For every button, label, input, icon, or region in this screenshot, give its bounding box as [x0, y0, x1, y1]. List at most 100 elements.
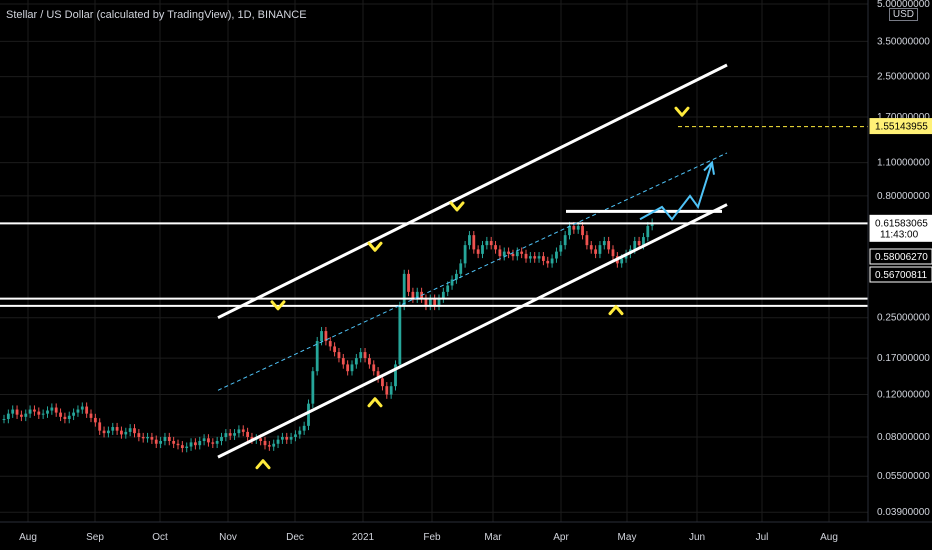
candle-body — [441, 291, 445, 299]
candle-body — [146, 437, 149, 439]
candle-body — [72, 412, 75, 416]
candle-body — [346, 364, 350, 372]
y-tick-label: 0.03900000 — [877, 507, 930, 518]
candle-body — [80, 406, 84, 410]
x-tick-label: Feb — [423, 532, 441, 543]
candle-body — [476, 249, 480, 254]
price-badge-label: 0.58006270 — [875, 252, 928, 263]
candle-body — [515, 251, 519, 257]
candle-body — [67, 415, 71, 420]
candle-body — [2, 419, 6, 421]
x-tick-label: Jun — [689, 532, 705, 543]
candle-body — [24, 413, 28, 417]
chart-grid — [0, 0, 868, 522]
x-tick-label: Apr — [553, 532, 569, 543]
candle-body — [150, 437, 154, 440]
candle-body — [215, 441, 219, 444]
candle-body — [185, 446, 189, 449]
candle-body — [289, 437, 293, 440]
candle-body — [285, 437, 289, 440]
candle-body — [528, 256, 532, 259]
candle-body — [224, 433, 228, 437]
candle-body — [389, 386, 393, 395]
candle-body — [320, 331, 323, 342]
candle-body — [15, 409, 19, 415]
candle-body — [468, 235, 471, 246]
candle-body — [176, 443, 180, 446]
y-axis[interactable]: 5.00000000 3.50000000 2.50000000 1.70000000… — [867, 0, 930, 522]
candle-body — [533, 256, 537, 259]
chevron-down-icon — [270, 300, 286, 311]
candle-body — [650, 222, 654, 227]
candle-body — [546, 260, 550, 264]
price-badge-label: 0.61583065 — [875, 218, 928, 229]
candle-body — [433, 298, 437, 306]
candle-body — [85, 406, 89, 414]
candle-body — [120, 430, 123, 435]
candle-body — [307, 403, 310, 426]
candle-body — [511, 253, 515, 257]
candle-body — [485, 241, 489, 246]
candle-body — [494, 245, 497, 250]
candle-body — [172, 441, 176, 444]
candle-body — [502, 251, 506, 257]
candle-body — [6, 413, 10, 420]
candle-body — [581, 226, 584, 236]
candle-body — [576, 226, 580, 230]
y-tick-label: 3.50000000 — [877, 36, 930, 47]
currency-label[interactable]: USD — [888, 8, 918, 21]
candle-body — [189, 442, 193, 447]
candle-body — [507, 251, 510, 254]
channel-upper-line — [217, 63, 728, 320]
y-tick-label: 0.25000000 — [877, 313, 930, 324]
candle-body — [294, 434, 297, 437]
candle-body — [259, 438, 263, 442]
x-axis[interactable]: Aug Sep Oct Nov Dec 2021 Feb Mar Apr May Jun Jul Aug — [0, 521, 932, 543]
candle-body — [589, 245, 593, 250]
candle-body — [633, 241, 637, 250]
candle-body — [41, 413, 45, 415]
candle-body — [607, 241, 611, 250]
candle-body — [207, 438, 210, 443]
price-badge — [869, 248, 932, 265]
y-tick-label: 0.80000000 — [877, 191, 930, 202]
candle-body — [237, 429, 241, 434]
candle-body — [537, 256, 541, 259]
channel-midline — [217, 152, 728, 391]
candle-body — [337, 352, 341, 359]
chevron-up-icon — [367, 397, 383, 408]
candle-body — [542, 256, 545, 261]
candle-body — [137, 433, 141, 437]
x-tick-label: Mar — [484, 532, 502, 543]
candle-body — [167, 437, 171, 442]
candle-body — [620, 258, 624, 264]
candle-body — [124, 431, 128, 435]
candle-body — [267, 445, 271, 447]
candle-body — [402, 273, 406, 306]
chevron-down-icon — [367, 241, 383, 252]
candle-body — [46, 410, 49, 414]
price-badge-label: 1.55143955 — [875, 122, 928, 133]
candle-body — [585, 235, 589, 246]
candle-body — [133, 428, 136, 434]
candle-body — [455, 273, 458, 280]
candle-body — [341, 358, 345, 365]
candle-body — [198, 441, 202, 446]
candle-body — [276, 439, 280, 444]
candle-body — [368, 358, 371, 365]
candle-body — [437, 298, 441, 306]
candle-body — [63, 416, 67, 420]
candle-body — [315, 341, 319, 372]
candle-body — [559, 245, 563, 252]
candle-body — [450, 279, 454, 286]
candle-body — [107, 430, 110, 434]
candle-body — [328, 341, 332, 347]
price-badge-label: 0.56700811 — [875, 270, 928, 281]
candle-body — [376, 371, 380, 379]
candle-body — [233, 433, 236, 436]
y-tick-label: 5.00000000 — [877, 0, 930, 10]
y-tick-label: 0.17000000 — [877, 353, 930, 364]
candle-body — [115, 427, 119, 431]
candle-body — [102, 430, 106, 434]
